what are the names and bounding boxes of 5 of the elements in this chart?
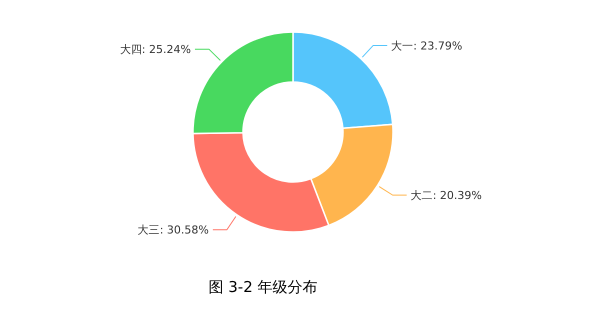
slice-label: 大一: 23.79% [391,39,462,52]
slice-label: 大二: 20.39% [410,189,482,202]
slice-label: 大四: 25.24% [120,43,191,56]
slice-label: 大三: 30.58% [138,224,209,237]
caption: 图 3-2 年级分布 [208,278,318,296]
